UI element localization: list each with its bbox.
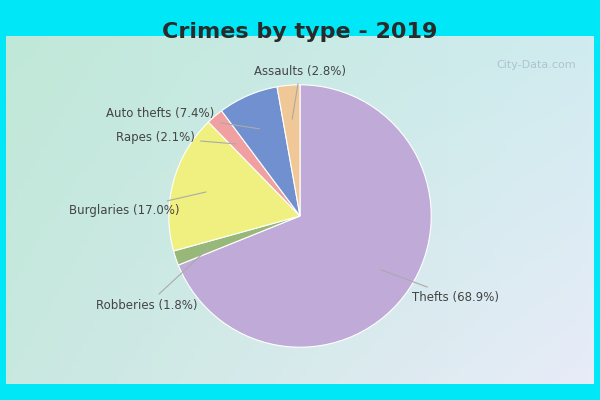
Wedge shape (221, 87, 300, 216)
Text: Assaults (2.8%): Assaults (2.8%) (254, 65, 346, 119)
Text: Crimes by type - 2019: Crimes by type - 2019 (163, 22, 437, 42)
Text: Auto thefts (7.4%): Auto thefts (7.4%) (106, 107, 260, 129)
Text: Thefts (68.9%): Thefts (68.9%) (381, 270, 499, 304)
Wedge shape (277, 85, 300, 216)
Wedge shape (173, 216, 300, 265)
Text: City-Data.com: City-Data.com (497, 60, 577, 70)
Text: Rapes (2.1%): Rapes (2.1%) (116, 131, 236, 144)
Wedge shape (169, 122, 300, 251)
Text: Burglaries (17.0%): Burglaries (17.0%) (69, 192, 206, 217)
Text: Robberies (1.8%): Robberies (1.8%) (96, 248, 208, 312)
Wedge shape (208, 111, 300, 216)
Wedge shape (178, 85, 431, 347)
